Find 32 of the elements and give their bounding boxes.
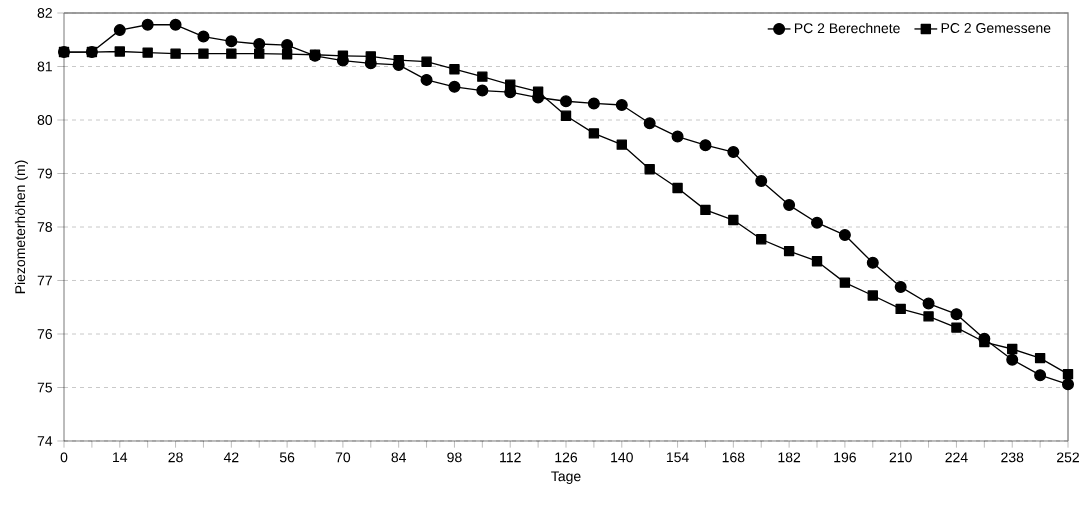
y-tick-label: 74: [37, 436, 53, 446]
y-tick-label: 76: [37, 329, 53, 339]
x-tick-label: 84: [391, 452, 407, 463]
x-tick-label: 98: [447, 452, 462, 463]
y-tick-label: 75: [37, 382, 53, 393]
y-tick-label: 81: [37, 61, 52, 72]
x-tick-label: 70: [335, 452, 351, 463]
x-tick-label: 126: [555, 452, 578, 463]
x-tick-label: 168: [722, 452, 745, 463]
x-axis-title: Tage: [551, 471, 581, 484]
x-tick-label: 238: [1001, 452, 1024, 463]
x-tick-label: 182: [778, 452, 801, 463]
y-axis-title: Piezometerhöhen (m): [14, 160, 28, 294]
x-tick-label: 154: [666, 452, 689, 463]
x-tick-label: 56: [279, 452, 295, 463]
x-tick-label: 42: [223, 452, 239, 463]
x-tick-label: 112: [500, 452, 521, 463]
y-tick-label: 80: [37, 115, 53, 125]
y-tick-label: 77: [37, 275, 52, 286]
y-tick-label: 78: [37, 222, 53, 232]
y-tick-label: 82: [37, 8, 52, 18]
legend-label: PC 2 Berechnete: [794, 22, 900, 34]
x-tick-label: 0: [60, 452, 68, 463]
x-tick-label: 14: [113, 452, 128, 463]
x-tick-label: 28: [168, 452, 183, 463]
x-tick-label: 224: [945, 452, 968, 463]
x-tick-label: 210: [889, 452, 912, 463]
y-tick-label: 79: [37, 168, 52, 179]
legend-label: PC 2 Gemessene: [941, 23, 1051, 33]
x-tick-label: 196: [834, 452, 856, 463]
x-tick-label: 252: [1057, 452, 1079, 463]
x-tick-label: 140: [611, 452, 633, 463]
